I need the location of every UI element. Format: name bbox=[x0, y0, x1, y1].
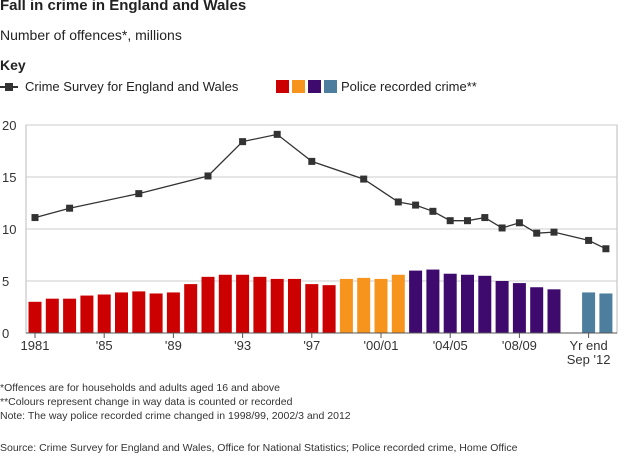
bar bbox=[236, 274, 250, 333]
csew-marker bbox=[239, 138, 247, 146]
csew-marker bbox=[481, 214, 489, 222]
x-tick-label: Yr end bbox=[569, 338, 607, 353]
bar bbox=[443, 273, 457, 333]
y-tick-label: 10 bbox=[2, 222, 16, 237]
csew-marker bbox=[66, 204, 74, 212]
bar bbox=[132, 291, 146, 333]
x-tick-label: '00/01 bbox=[363, 338, 398, 353]
legend-swatch-blue bbox=[324, 80, 337, 93]
csew-marker bbox=[464, 217, 471, 225]
csew-marker bbox=[498, 224, 506, 232]
bar bbox=[426, 269, 440, 333]
bar bbox=[270, 278, 284, 333]
bar bbox=[495, 281, 509, 333]
bar bbox=[45, 298, 59, 333]
bar bbox=[80, 295, 94, 333]
bar bbox=[149, 293, 163, 333]
csew-marker bbox=[533, 229, 541, 237]
csew-marker bbox=[360, 175, 368, 183]
bar bbox=[97, 294, 111, 333]
bar bbox=[599, 293, 613, 333]
legend-prc-label: Police recorded crime** bbox=[341, 79, 477, 94]
csew-marker bbox=[273, 130, 281, 138]
bar bbox=[530, 287, 544, 333]
x-tick-label: '08/09 bbox=[502, 338, 537, 353]
source-note: Source: Crime Survey for England and Wal… bbox=[0, 442, 518, 454]
bar bbox=[547, 289, 561, 333]
footnote-3: Note: The way police recorded crime chan… bbox=[0, 410, 351, 422]
csew-marker bbox=[135, 190, 143, 198]
bar bbox=[115, 292, 128, 333]
bar bbox=[374, 278, 388, 333]
bar bbox=[582, 292, 596, 333]
csew-marker bbox=[446, 217, 454, 225]
bar bbox=[357, 277, 371, 333]
y-tick-label: 0 bbox=[2, 326, 9, 341]
key-title: Key bbox=[0, 57, 26, 73]
csew-marker bbox=[429, 207, 437, 215]
bar bbox=[478, 275, 492, 333]
bar bbox=[322, 285, 336, 333]
bar bbox=[339, 278, 353, 333]
x-tick-label: '04/05 bbox=[433, 338, 468, 353]
csew-marker bbox=[204, 172, 212, 180]
y-tick-label: 20 bbox=[2, 118, 16, 133]
bar bbox=[184, 284, 198, 333]
legend-swatch-red bbox=[276, 80, 289, 93]
bar bbox=[409, 270, 423, 333]
csew-line bbox=[34, 133, 607, 250]
csew-marker bbox=[602, 245, 610, 253]
bar bbox=[391, 274, 405, 333]
legend-csew-label: Crime Survey for England and Wales bbox=[25, 79, 239, 94]
legend-marker-icon bbox=[5, 83, 13, 91]
legend-swatch-orange bbox=[292, 80, 305, 93]
y-tick-label: 15 bbox=[2, 170, 16, 185]
x-tick-label: '85 bbox=[96, 338, 113, 353]
chart-title: Fall in crime in England and Wales bbox=[0, 0, 247, 14]
bar bbox=[288, 278, 301, 333]
bar bbox=[201, 276, 215, 333]
csew-marker bbox=[31, 214, 39, 222]
csew-marker bbox=[585, 236, 593, 244]
legend-swatch-purple bbox=[308, 80, 321, 93]
x-tick-label: '97 bbox=[303, 338, 320, 353]
footnote-2: **Colours represent change in way data i… bbox=[0, 396, 293, 408]
bar bbox=[218, 274, 232, 333]
bar bbox=[305, 284, 319, 333]
bar bbox=[253, 276, 267, 333]
bar bbox=[28, 301, 42, 333]
bar bbox=[63, 298, 77, 333]
x-tick-label: '89 bbox=[165, 338, 182, 353]
bar bbox=[512, 283, 526, 333]
x-tick-label: '93 bbox=[234, 338, 251, 353]
bar bbox=[461, 274, 474, 333]
x-tick-label: 1981 bbox=[21, 338, 50, 353]
csew-marker bbox=[412, 201, 420, 209]
bar bbox=[166, 292, 180, 333]
csew-marker bbox=[394, 198, 402, 206]
csew-marker bbox=[550, 228, 558, 236]
chart-subtitle: Number of offences*, millions bbox=[0, 27, 182, 43]
x-tick-label: Sep '12 bbox=[567, 352, 611, 367]
footnote-1: *Offences are for households and adults … bbox=[0, 382, 281, 394]
csew-marker bbox=[515, 219, 523, 227]
y-tick-label: 5 bbox=[2, 274, 9, 289]
csew-marker bbox=[308, 157, 316, 165]
